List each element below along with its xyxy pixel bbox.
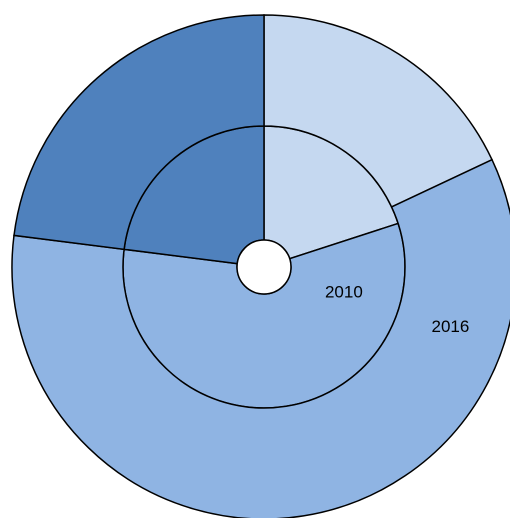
pie-slice (13, 14, 265, 251)
pie-slice (11, 158, 510, 518)
hole (236, 239, 292, 295)
pie-slice (263, 14, 494, 208)
series-label: 2010 (325, 282, 363, 301)
series-label: 2016 (431, 317, 469, 336)
